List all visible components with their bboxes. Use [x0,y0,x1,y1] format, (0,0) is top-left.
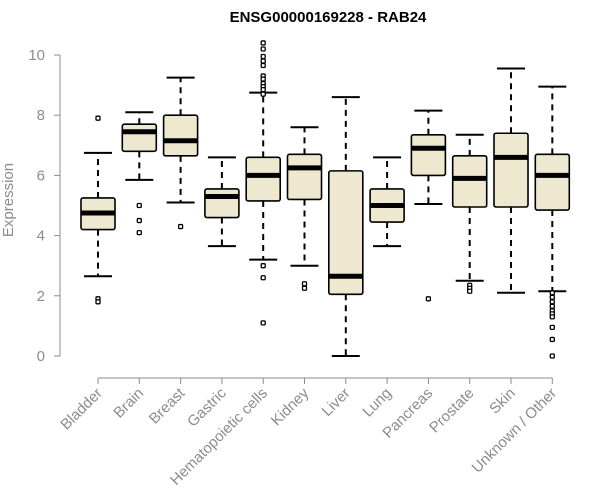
outlier-point [136,217,142,224]
x-tick-label: Liver [319,385,354,420]
y-tick-label: 0 [37,348,45,365]
box-liver [327,96,364,357]
box-gastric [204,156,240,248]
x-tick-label: Lung [359,385,395,421]
outlier-point [549,353,555,359]
box-hematopoietic-cells [245,40,281,326]
outlier-point [301,281,308,287]
box-brain [121,111,158,236]
box-lung [369,156,405,248]
outlier-point [260,76,266,82]
iqr-box [162,114,199,157]
iqr-box [121,123,158,153]
outlier-point [260,40,266,46]
iqr-box [286,153,323,201]
y-tick-label: 4 [37,228,45,245]
y-tick-label: 6 [37,167,45,184]
outlier-point [549,303,555,309]
box-breast [162,76,199,230]
outlier-point [136,229,142,236]
iqr-box [245,156,281,202]
outlier-point [177,223,184,230]
x-tick-label: Prostate [426,385,478,437]
x-tick-label: Breast [146,384,189,427]
plot-area [80,40,571,359]
y-tick-label: 2 [37,288,45,305]
box-unknown-other [534,85,571,359]
outlier-point [549,324,555,331]
box-prostate [451,133,488,294]
y-tick-label: 8 [37,107,45,124]
iqr-box [534,153,571,211]
iqr-box [327,170,364,296]
outlier-point [425,296,432,302]
iqr-box [451,155,488,208]
outlier-point [260,58,266,64]
box-pancreas [410,109,447,302]
outlier-point [260,53,266,60]
outlier-point [549,314,555,320]
x-tick-label: Bladder [57,385,106,434]
outlier-point [260,62,266,69]
chart-title: ENSG00000169228 - RAB24 [230,9,427,26]
x-tick-label: Skin [486,385,519,418]
y-axis: 0 2 4 6 8 10 [28,47,61,365]
outlier-point [260,275,266,281]
y-tick-label: 10 [28,47,45,64]
box-skin [493,67,529,294]
outlier-point [549,336,555,343]
outlier-point [260,263,266,269]
x-tick-label: Brain [110,385,147,422]
x-tick-label: Kidney [268,384,313,429]
outlier-point [301,285,308,291]
iqr-box [410,133,447,177]
outlier-point [95,115,101,121]
outlier-point [136,202,142,209]
iqr-box [204,188,240,219]
outlier-point [260,46,266,52]
box-bladder [80,115,116,305]
outlier-point [260,91,266,97]
outlier-point [95,299,101,305]
outlier-point [260,86,266,93]
outlier-point [549,290,555,296]
iqr-box [493,132,529,208]
outlier-point [467,288,473,294]
box-kidney [286,126,323,291]
y-axis-label: Expression [0,163,17,237]
outlier-point [549,294,555,300]
outlier-point [260,320,266,326]
outlier-point [549,299,555,305]
